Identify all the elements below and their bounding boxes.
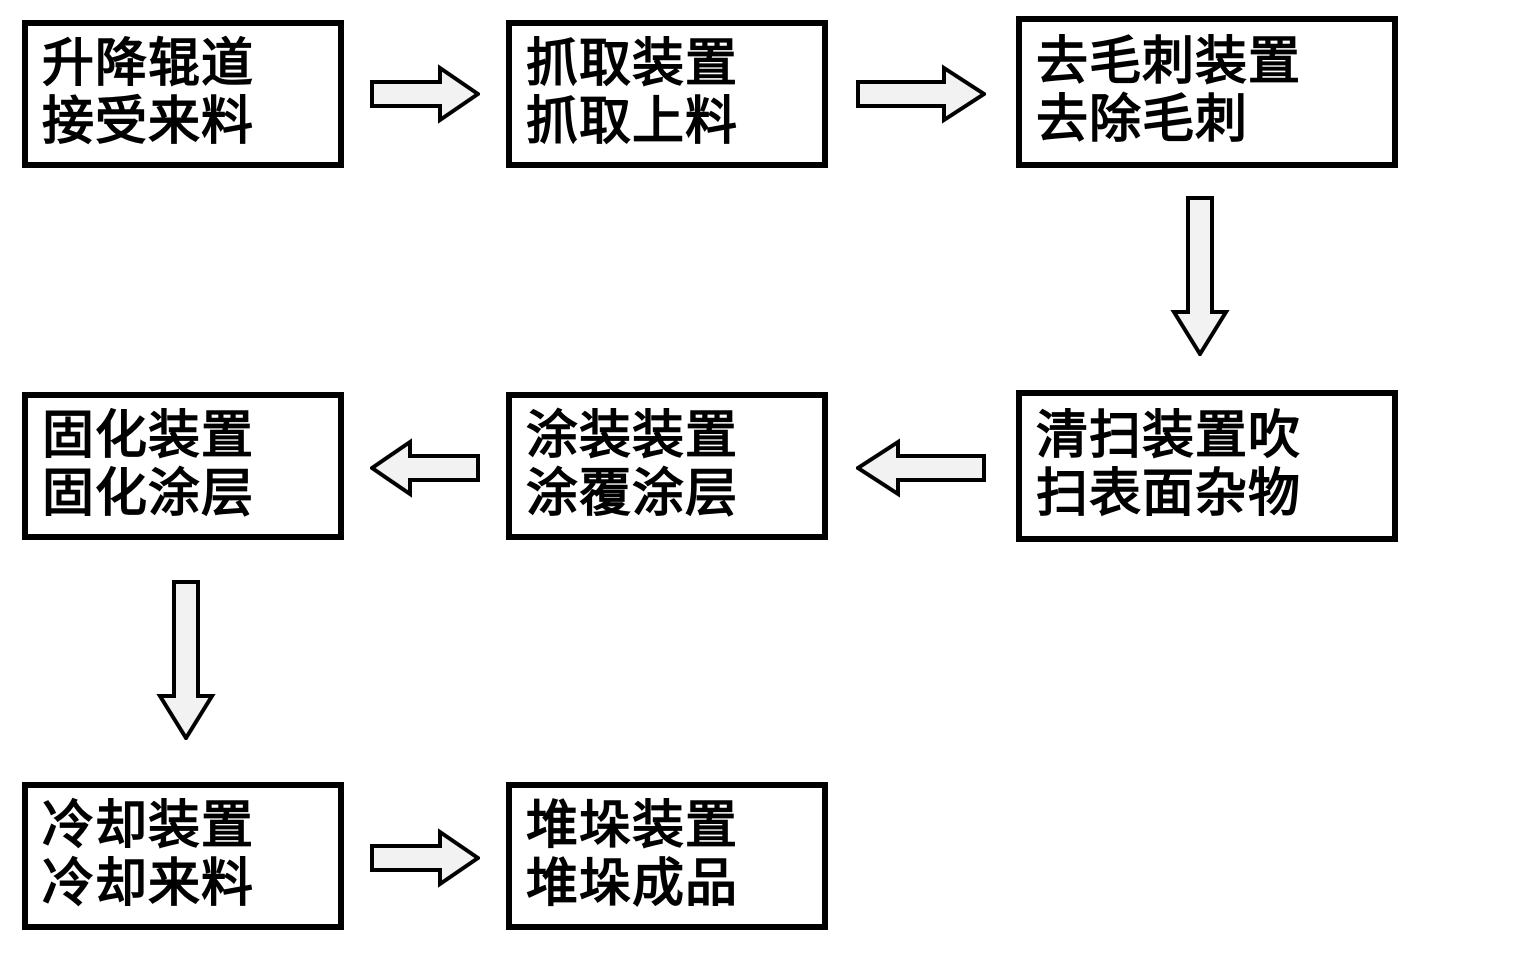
flow-node-n3: 去毛刺装置 去除毛刺: [1016, 16, 1398, 168]
node-line1: 冷却装置: [42, 798, 324, 856]
arrow-right-icon: [370, 64, 480, 124]
node-line1: 抓取装置: [526, 36, 808, 94]
node-line2: 堆垛成品: [526, 856, 808, 914]
node-line2: 扫表面杂物: [1036, 466, 1378, 524]
flow-node-n1: 升降辊道 接受来料: [22, 20, 344, 168]
node-line2: 冷却来料: [42, 856, 324, 914]
node-line1: 去毛刺装置: [1036, 34, 1378, 92]
node-line1: 升降辊道: [42, 36, 324, 94]
node-line2: 去除毛刺: [1036, 92, 1378, 150]
flow-node-n8: 堆垛装置 堆垛成品: [506, 782, 828, 930]
flow-node-n5: 涂装装置 涂覆涂层: [506, 392, 828, 540]
node-line2: 抓取上料: [526, 94, 808, 152]
arrow-right-icon: [856, 64, 986, 124]
arrow-right-icon: [370, 828, 480, 888]
arrow-down-icon: [156, 580, 216, 740]
flow-node-n6: 固化装置 固化涂层: [22, 392, 344, 540]
node-line1: 清扫装置吹: [1036, 408, 1378, 466]
arrow-left-icon: [856, 438, 986, 498]
node-line1: 固化装置: [42, 408, 324, 466]
flow-node-n7: 冷却装置 冷却来料: [22, 782, 344, 930]
node-line2: 接受来料: [42, 94, 324, 152]
flow-node-n4: 清扫装置吹 扫表面杂物: [1016, 390, 1398, 542]
arrow-left-icon: [370, 438, 480, 498]
flow-node-n2: 抓取装置 抓取上料: [506, 20, 828, 168]
arrow-down-icon: [1170, 196, 1230, 356]
node-line1: 涂装装置: [526, 408, 808, 466]
node-line2: 涂覆涂层: [526, 466, 808, 524]
node-line2: 固化涂层: [42, 466, 324, 524]
node-line1: 堆垛装置: [526, 798, 808, 856]
